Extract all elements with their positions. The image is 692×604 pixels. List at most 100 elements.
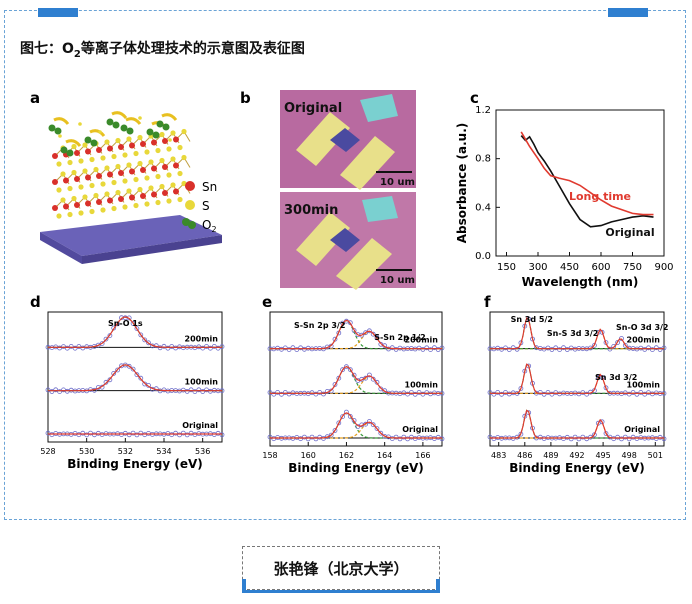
caption-underline <box>246 590 436 593</box>
data-point <box>584 436 590 442</box>
trace-label: 200min <box>185 334 219 343</box>
energy-arc <box>161 113 178 121</box>
s-atom <box>159 157 165 164</box>
s-atom <box>137 160 143 167</box>
s-atom <box>89 156 95 163</box>
data-point <box>506 347 512 353</box>
data-point <box>435 434 441 440</box>
sn-atom <box>129 142 135 149</box>
data-point <box>207 345 213 351</box>
data-point <box>72 345 78 351</box>
data-point <box>661 345 667 351</box>
trace-label: Original <box>402 425 438 434</box>
energy-arc <box>111 111 128 119</box>
o-atom <box>162 123 170 131</box>
data-point <box>115 321 120 327</box>
sn-atom <box>140 193 146 199</box>
s-atom <box>78 158 84 164</box>
legend-sn-label: Sn <box>202 180 217 194</box>
data-point <box>68 343 74 349</box>
caption-corner-left <box>242 579 246 593</box>
data-point <box>347 320 353 326</box>
trace-label: Original <box>624 425 660 434</box>
data-point <box>405 391 411 397</box>
trace-label: 100min <box>405 380 439 389</box>
sn-atom <box>52 205 58 211</box>
frame-tab-left <box>38 8 78 17</box>
data-point <box>366 372 372 378</box>
panel-b-images: Original 10 um 300min 10 um <box>280 90 416 290</box>
envelope-fit <box>270 319 442 350</box>
data-point <box>397 436 403 442</box>
sn-atom <box>74 176 80 182</box>
data-point <box>200 345 206 351</box>
s-atom <box>137 134 143 141</box>
data-point <box>340 367 346 373</box>
s-atom <box>137 186 143 193</box>
data-point <box>506 391 512 397</box>
x-tick-label: 501 <box>648 451 663 460</box>
caption-text: 张艳锋（北京大学） <box>242 546 440 590</box>
data-point <box>138 375 144 381</box>
data-point <box>76 344 82 349</box>
data-point <box>564 434 570 440</box>
o-atom <box>126 127 134 135</box>
s-atom <box>78 210 84 216</box>
s-atom <box>148 159 154 165</box>
frame-tab-right <box>608 8 648 17</box>
plot-frame <box>269 311 443 447</box>
sn-atom <box>173 162 179 169</box>
s-atom <box>177 144 183 151</box>
data-point <box>313 391 319 397</box>
data-point <box>653 345 659 351</box>
data-point <box>282 345 288 351</box>
data-point <box>564 347 570 352</box>
y-tick-label: 0.8 <box>475 154 491 165</box>
legend-o2-label: O2 <box>202 218 217 234</box>
ejected-s <box>78 122 82 126</box>
sn-atom <box>140 167 146 173</box>
panel-letter-a: a <box>30 89 40 107</box>
data-point <box>603 385 609 391</box>
data-point <box>657 347 663 352</box>
s-atom <box>93 192 99 199</box>
o-atom <box>54 127 62 135</box>
s-atom <box>133 176 139 183</box>
data-point <box>615 340 620 345</box>
s-atom <box>71 143 77 150</box>
s-atom <box>71 195 77 202</box>
y-axis-label: Absorbance (a.u.) <box>455 123 469 244</box>
data-point <box>301 434 307 440</box>
data-point <box>537 389 543 395</box>
x-tick-label: 532 <box>118 447 133 456</box>
x-axis-label: Wavelength (nm) <box>522 275 639 289</box>
data-point <box>439 345 445 351</box>
scale-label-1: 10 um <box>380 177 415 188</box>
x-axis-label: Binding Energy (eV) <box>288 461 424 475</box>
o-atom <box>90 139 98 147</box>
s-atom <box>104 191 110 197</box>
data-point <box>630 390 636 395</box>
x-tick-label: 900 <box>654 262 673 273</box>
data-point <box>200 389 206 394</box>
data-point <box>607 434 613 440</box>
s-atom <box>126 188 132 194</box>
sn-atom <box>107 145 113 152</box>
s-atom <box>104 139 110 145</box>
panel-c-absorbance-chart: 150 300 450 600 750 900 0.0 0.4 0.8 1.2 Wavelength… <box>455 105 674 289</box>
panel-letter-f: f <box>484 293 491 311</box>
s-atom <box>122 152 128 158</box>
s-atom <box>159 131 165 138</box>
data-point <box>622 342 628 348</box>
trace-label: 100min <box>185 378 219 387</box>
data-point <box>286 347 292 353</box>
s-atom <box>56 213 62 219</box>
data-point <box>267 390 273 395</box>
data-point <box>173 430 179 436</box>
s-atom <box>181 154 187 161</box>
data-point <box>393 434 399 440</box>
data-point <box>370 376 376 382</box>
s-atom <box>133 150 139 157</box>
data-point <box>332 382 338 387</box>
